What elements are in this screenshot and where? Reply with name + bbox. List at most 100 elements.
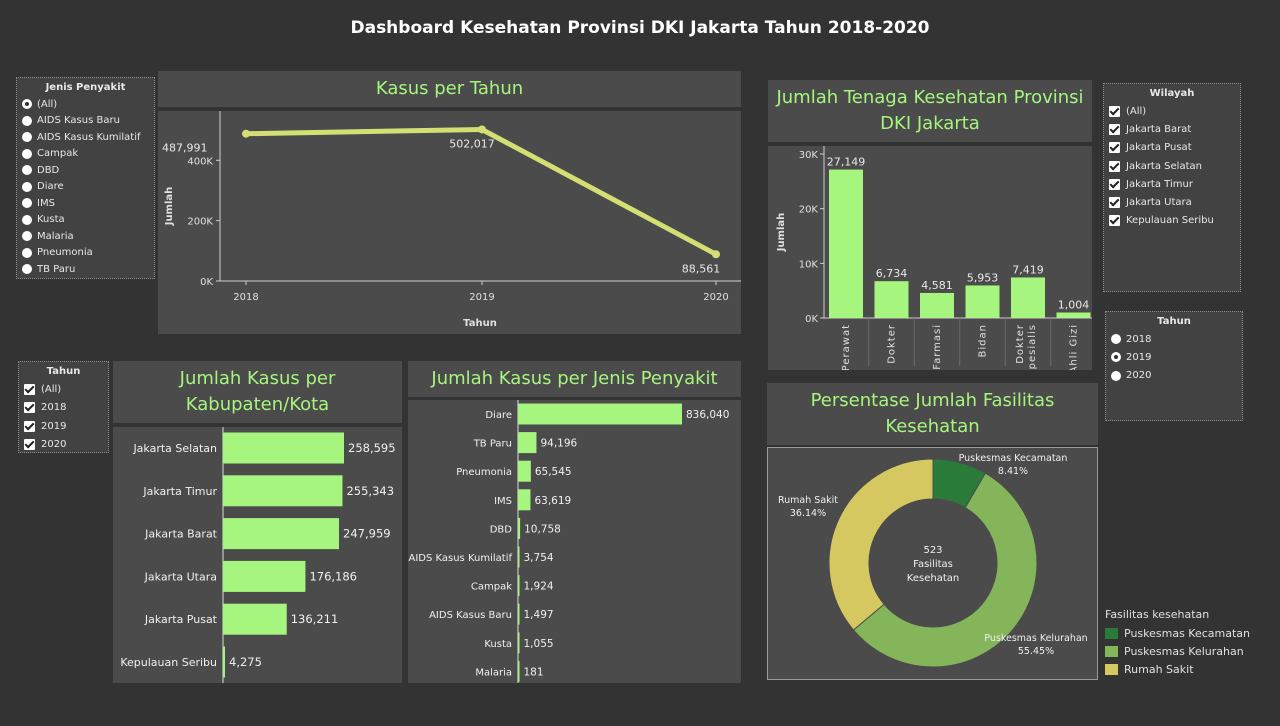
jenis-option-diare[interactable]: Diare: [17, 179, 154, 196]
data-label: 63,619: [534, 495, 571, 507]
jenis-option-dbd[interactable]: DBD: [17, 162, 154, 179]
jenis-option-all[interactable]: (All): [17, 96, 154, 113]
bar[interactable]: [223, 646, 226, 678]
legend-item-puskesmas-kelurahan[interactable]: Puskesmas Kelurahan: [1105, 642, 1275, 660]
bar[interactable]: [223, 475, 343, 507]
jenis-option-malaria[interactable]: Malaria: [17, 228, 154, 245]
bar[interactable]: [223, 432, 344, 464]
option-label: Pneumonia: [37, 247, 93, 259]
data-label: 10,758: [524, 523, 561, 535]
radio-button[interactable]: [22, 99, 32, 110]
center-label: Fasilitas: [913, 559, 953, 570]
radio-button[interactable]: [22, 115, 32, 126]
checkbox[interactable]: [24, 439, 35, 451]
jenis-option-tb-paru[interactable]: TB Paru: [17, 261, 154, 278]
radio-button[interactable]: [22, 214, 32, 225]
bar[interactable]: [518, 517, 521, 539]
radio-button[interactable]: [22, 148, 32, 159]
wilayah-filter: Wilayah (All) Jakarta Barat Jakarta Pusat J…: [1103, 83, 1241, 292]
y-tick-label: 0K: [200, 277, 213, 288]
checkbox[interactable]: [1109, 160, 1120, 172]
jenis-option-campak[interactable]: Campak: [17, 146, 154, 163]
kasus-tahun-title: Kasus per Tahun: [158, 71, 741, 107]
radio-button[interactable]: [22, 198, 32, 209]
tahun-right-option-2020[interactable]: 2020: [1106, 367, 1242, 385]
radio-button[interactable]: [22, 247, 32, 258]
bar[interactable]: [518, 546, 520, 568]
wilayah-option-jakarta-selatan[interactable]: Jakarta Selatan: [1104, 157, 1240, 175]
wilayah-option-jakarta-utara[interactable]: Jakarta Utara: [1104, 193, 1240, 211]
bar[interactable]: [920, 292, 954, 318]
category-label: AIDS Kasus Kumilatif: [408, 553, 512, 564]
bar[interactable]: [965, 285, 1000, 318]
bar[interactable]: [874, 281, 909, 318]
radio-button[interactable]: [22, 264, 32, 275]
y-tick-label: 20K: [799, 205, 819, 216]
tahun-filter-left: Tahun (All) 2018 2019 2020: [18, 361, 109, 453]
wilayah-option-all[interactable]: (All): [1104, 102, 1240, 120]
radio-button[interactable]: [1111, 352, 1121, 363]
radio-button[interactable]: [22, 231, 32, 242]
checkbox[interactable]: [24, 402, 35, 414]
bar[interactable]: [1056, 312, 1091, 318]
tahun-right-option-2019[interactable]: 2019: [1106, 348, 1242, 366]
checkbox[interactable]: [1109, 123, 1120, 135]
checkbox[interactable]: [1109, 142, 1120, 154]
bar[interactable]: [223, 560, 306, 592]
bar[interactable]: [518, 575, 520, 597]
tenaga-chart: 0K 10K 20K 30K Jumlah 27,149 Perawat 6,734 Dokte…: [768, 146, 1097, 377]
bar[interactable]: [518, 632, 520, 654]
bar[interactable]: [518, 460, 531, 482]
data-point[interactable]: [712, 250, 720, 259]
radio-button[interactable]: [22, 132, 32, 143]
radio-button[interactable]: [1111, 334, 1121, 345]
bar[interactable]: [1011, 277, 1045, 318]
bar[interactable]: [223, 518, 340, 550]
data-label: 3,754: [524, 552, 554, 564]
bar[interactable]: [518, 403, 682, 425]
bar[interactable]: [518, 432, 537, 454]
jenis-option-aids-kasus-kumilatif[interactable]: AIDS Kasus Kumilatif: [17, 129, 154, 146]
tahun-right-option-2018[interactable]: 2018: [1106, 330, 1242, 348]
tahun-left-option-2020[interactable]: 2020: [19, 436, 108, 455]
tahun-left-option-2018[interactable]: 2018: [19, 399, 108, 418]
wilayah-option-jakarta-timur[interactable]: Jakarta Timur: [1104, 175, 1240, 193]
donut-slice-puskesmas-kelurahan[interactable]: [852, 472, 1038, 668]
checkbox[interactable]: [24, 383, 35, 395]
option-label: Diare: [37, 181, 64, 193]
donut-slice-rumah-sakit[interactable]: [828, 458, 934, 631]
center-label: 523: [923, 545, 942, 556]
jenis-option-aids-kasus-baru[interactable]: AIDS Kasus Baru: [17, 113, 154, 130]
jenis-option-kusta[interactable]: Kusta: [17, 212, 154, 229]
x-tick-label: Spesialis: [1027, 324, 1038, 370]
wilayah-option-kepulauan-seribu[interactable]: Kepulauan Seribu: [1104, 212, 1240, 230]
radio-button[interactable]: [1111, 370, 1121, 381]
radio-button[interactable]: [22, 165, 32, 176]
bar[interactable]: [223, 603, 287, 635]
checkbox[interactable]: [1109, 215, 1120, 227]
data-point[interactable]: [242, 129, 250, 138]
data-label: 27,149: [827, 156, 866, 169]
option-label: 2020: [1126, 370, 1152, 382]
jenis-option-ims[interactable]: IMS: [17, 195, 154, 212]
checkbox[interactable]: [1109, 178, 1120, 190]
wilayah-option-jakarta-barat[interactable]: Jakarta Barat: [1104, 120, 1240, 138]
legend-item-puskesmas-kecamatan[interactable]: Puskesmas Kecamatan: [1105, 624, 1275, 642]
bar[interactable]: [518, 660, 520, 682]
checkbox[interactable]: [1109, 197, 1120, 209]
checkbox[interactable]: [24, 420, 35, 432]
x-axis-title: Tahun: [463, 318, 497, 329]
checkbox[interactable]: [1109, 105, 1120, 117]
data-point[interactable]: [478, 125, 486, 134]
tahun-left-option-2019[interactable]: 2019: [19, 417, 108, 436]
tahun-left-option-all[interactable]: (All): [19, 380, 108, 399]
legend-item-rumah-sakit[interactable]: Rumah Sakit: [1105, 660, 1275, 678]
bar[interactable]: [518, 489, 531, 511]
bar[interactable]: [518, 603, 520, 625]
jenis-option-pneumonia[interactable]: Pneumonia: [17, 245, 154, 262]
bar[interactable]: [829, 169, 863, 318]
radio-button[interactable]: [22, 181, 32, 192]
data-label: 88,561: [682, 262, 721, 275]
option-label: AIDS Kasus Kumilatif: [37, 131, 141, 143]
wilayah-option-jakarta-pusat[interactable]: Jakarta Pusat: [1104, 139, 1240, 157]
